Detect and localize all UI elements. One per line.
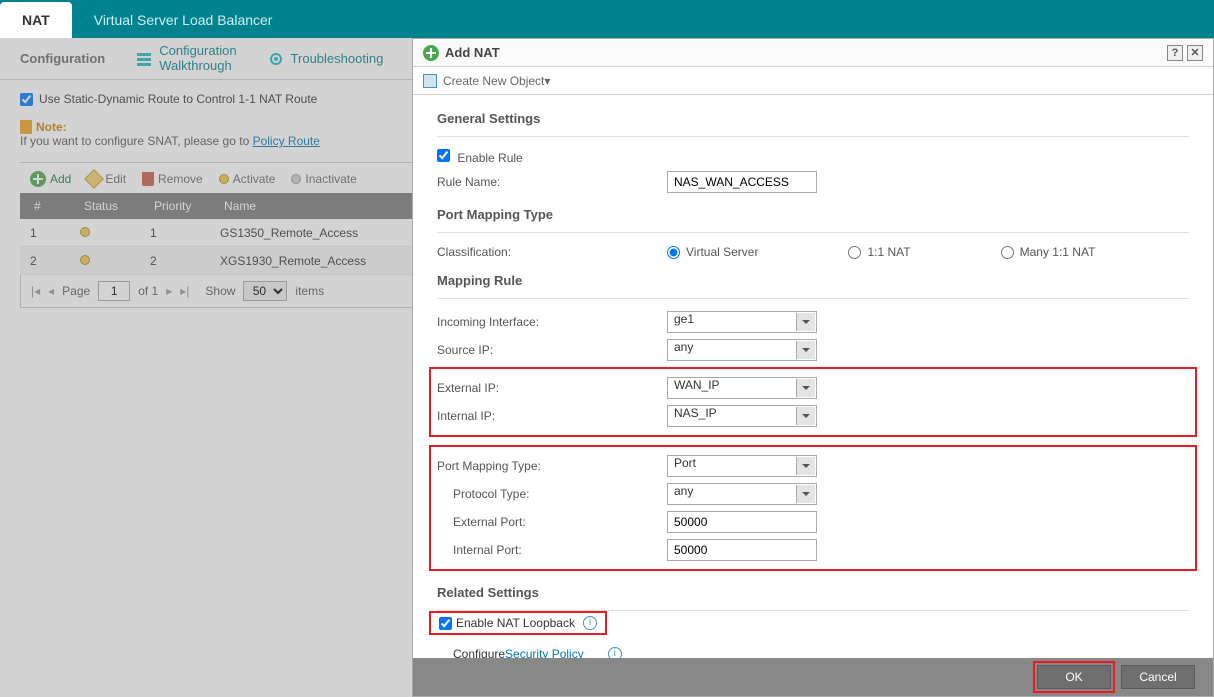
- plus-icon: [423, 45, 439, 61]
- gear-icon: [267, 50, 285, 68]
- external-port-label: External Port:: [437, 515, 667, 529]
- cell-num: 2: [30, 254, 80, 268]
- bulb-on-icon: [80, 227, 90, 237]
- nat-loopback-row[interactable]: Enable NAT Loopback i: [439, 616, 597, 630]
- pager-prev-icon[interactable]: ◂: [48, 284, 54, 298]
- bulb-off-icon: [291, 174, 301, 184]
- add-button[interactable]: Add: [30, 171, 71, 187]
- subnav-troubleshooting[interactable]: Troubleshooting: [267, 50, 384, 68]
- col-status: Status: [80, 199, 150, 213]
- enable-rule-label: Enable Rule: [457, 151, 522, 165]
- section-pmt: Port Mapping Type: [437, 207, 1189, 222]
- section-related: Related Settings: [437, 585, 1189, 600]
- subnav-configuration[interactable]: Configuration: [20, 51, 105, 66]
- walkthrough-label-2: Walkthrough: [159, 58, 232, 73]
- walkthrough-icon: [135, 50, 153, 68]
- close-icon[interactable]: ✕: [1187, 45, 1203, 61]
- pager-show-label: Show: [205, 284, 235, 298]
- cell-num: 1: [30, 226, 80, 240]
- classification-label: Classification:: [437, 245, 667, 259]
- pencil-icon: [84, 169, 104, 189]
- incoming-interface-select[interactable]: ge1: [667, 311, 817, 333]
- section-mapping: Mapping Rule: [437, 273, 1189, 288]
- remove-button[interactable]: Remove: [142, 172, 203, 186]
- radio-many-1-1-nat[interactable]: Many 1:1 NAT: [1001, 245, 1096, 259]
- highlight-port-block: Port Mapping Type: Port Protocol Type: a…: [429, 445, 1197, 571]
- edit-button[interactable]: Edit: [87, 172, 126, 186]
- enable-rule-row[interactable]: Enable Rule: [437, 149, 667, 165]
- nat-loopback-label: Enable NAT Loopback: [456, 616, 575, 630]
- tab-vslb[interactable]: Virtual Server Load Balancer: [72, 2, 295, 38]
- external-ip-label: External IP:: [437, 381, 667, 395]
- protocol-type-label: Protocol Type:: [437, 487, 667, 501]
- pager-page-input[interactable]: [98, 281, 130, 301]
- enable-rule-checkbox[interactable]: [437, 149, 450, 162]
- tab-bar: NAT Virtual Server Load Balancer: [0, 0, 1214, 38]
- internal-port-input[interactable]: [667, 539, 817, 561]
- source-ip-select[interactable]: any: [667, 339, 817, 361]
- radio-virtual-server[interactable]: Virtual Server: [667, 245, 758, 259]
- internal-port-label: Internal Port:: [437, 543, 667, 557]
- dialog-body: General Settings Enable Rule Rule Name: …: [413, 95, 1213, 658]
- cancel-button[interactable]: Cancel: [1121, 665, 1195, 689]
- dialog-footer: OK Cancel: [413, 658, 1213, 696]
- policy-route-link[interactable]: Policy Route: [253, 134, 320, 148]
- nat-loopback-checkbox[interactable]: [439, 617, 452, 630]
- pager-next-icon[interactable]: ▸: [166, 284, 172, 298]
- note-icon: [20, 120, 32, 134]
- radio-1-1-nat[interactable]: 1:1 NAT: [848, 245, 910, 259]
- source-ip-label: Source IP:: [437, 343, 667, 357]
- external-ip-select[interactable]: WAN_IP: [667, 377, 817, 399]
- inactivate-button[interactable]: Inactivate: [291, 172, 356, 186]
- bulb-on-icon: [80, 255, 90, 265]
- ok-button[interactable]: OK: [1037, 665, 1111, 689]
- highlight-ip-block: External IP: WAN_IP Internal IP: NAS_IP: [429, 367, 1197, 437]
- plus-icon: [30, 171, 46, 187]
- static-dynamic-route-label: Use Static-Dynamic Route to Control 1-1 …: [39, 92, 317, 106]
- activate-button[interactable]: Activate: [219, 172, 276, 186]
- troubleshooting-label: Troubleshooting: [291, 51, 384, 66]
- info-icon[interactable]: i: [608, 647, 622, 658]
- create-object-label: Create New Object▾: [443, 74, 550, 88]
- col-num: #: [30, 199, 80, 213]
- port-mapping-type-label: Port Mapping Type:: [437, 459, 667, 473]
- subnav-walkthrough[interactable]: Configuration Walkthrough: [135, 44, 236, 73]
- col-priority: Priority: [150, 199, 220, 213]
- create-object-bar[interactable]: Create New Object▾: [413, 67, 1213, 95]
- cell-status: [80, 226, 150, 240]
- section-general: General Settings: [437, 111, 1189, 126]
- cell-priority: 1: [150, 226, 220, 240]
- add-nat-dialog: Add NAT ? ✕ Create New Object▾ General S…: [412, 38, 1214, 697]
- bulb-on-icon: [219, 174, 229, 184]
- pager-last-icon[interactable]: ▸|: [180, 284, 189, 298]
- highlight-loopback: Enable NAT Loopback i: [429, 611, 607, 635]
- dialog-titlebar: Add NAT ? ✕: [413, 39, 1213, 67]
- dialog-title: Add NAT: [445, 45, 500, 60]
- pager-first-icon[interactable]: |◂: [31, 284, 40, 298]
- security-policy-link[interactable]: Security Policy: [505, 647, 584, 658]
- rule-name-input[interactable]: [667, 171, 817, 193]
- cell-status: [80, 254, 150, 268]
- port-mapping-type-select[interactable]: Port: [667, 455, 817, 477]
- pager-items-label: items: [295, 284, 324, 298]
- pager-size-select[interactable]: 50: [243, 281, 287, 301]
- rule-name-label: Rule Name:: [437, 175, 667, 189]
- pager-of-label: of 1: [138, 284, 158, 298]
- trash-icon: [142, 172, 154, 186]
- walkthrough-label-1: Configuration: [159, 43, 236, 58]
- help-icon[interactable]: ?: [1167, 45, 1183, 61]
- static-dynamic-route-checkbox[interactable]: [20, 93, 33, 106]
- protocol-type-select[interactable]: any: [667, 483, 817, 505]
- object-icon: [423, 74, 437, 88]
- cell-priority: 2: [150, 254, 220, 268]
- info-icon[interactable]: i: [583, 616, 597, 630]
- external-port-input[interactable]: [667, 511, 817, 533]
- configure-label: Configure: [453, 647, 505, 658]
- internal-ip-select[interactable]: NAS_IP: [667, 405, 817, 427]
- tab-nat[interactable]: NAT: [0, 2, 72, 38]
- internal-ip-label: Internal IP:: [437, 409, 667, 423]
- incoming-interface-label: Incoming Interface:: [437, 315, 667, 329]
- pager-page-label: Page: [62, 284, 90, 298]
